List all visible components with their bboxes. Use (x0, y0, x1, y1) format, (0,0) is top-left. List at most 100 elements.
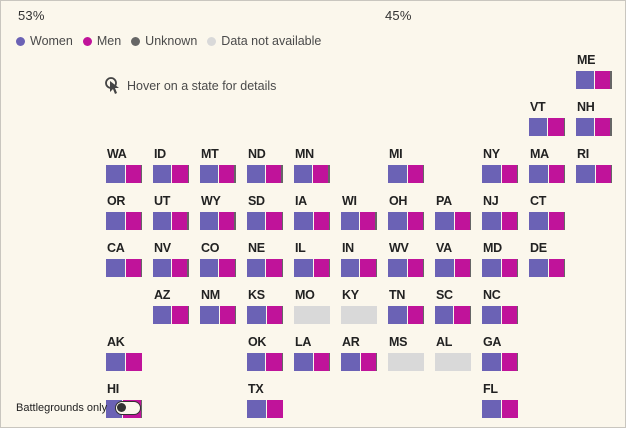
state-tile-ca[interactable]: CA (106, 241, 146, 281)
state-bar (576, 71, 612, 89)
state-tile-az[interactable]: AZ (153, 288, 193, 328)
state-tile-tn[interactable]: TN (388, 288, 428, 328)
state-abbr: FL (483, 382, 498, 396)
state-tile-nd[interactable]: ND (247, 147, 287, 187)
state-abbr: WA (107, 147, 127, 161)
state-tile-ar[interactable]: AR (341, 335, 381, 375)
state-tile-oh[interactable]: OH (388, 194, 428, 234)
bar-segment-women (529, 165, 548, 183)
bar-segment-women (106, 353, 125, 371)
state-tile-vt[interactable]: VT (529, 100, 569, 140)
state-abbr: GA (483, 335, 502, 349)
state-tile-sc[interactable]: SC (435, 288, 475, 328)
bar-segment-men (171, 306, 188, 324)
state-tile-wi[interactable]: WI (341, 194, 381, 234)
bar-segment-unknown (281, 306, 283, 324)
bar-segment-men (313, 212, 329, 230)
state-tile-or[interactable]: OR (106, 194, 146, 234)
state-abbr: TX (248, 382, 264, 396)
state-abbr: NH (577, 100, 595, 114)
state-tile-al[interactable]: AL (435, 335, 475, 375)
state-bar (294, 165, 330, 183)
state-tile-ny[interactable]: NY (482, 147, 522, 187)
state-tile-ri[interactable]: RI (576, 147, 616, 187)
state-abbr: CO (201, 241, 220, 255)
bar-segment-men (548, 165, 564, 183)
state-bar (200, 165, 236, 183)
state-tile-mn[interactable]: MN (294, 147, 334, 187)
legend-item-men: Men (82, 34, 121, 48)
state-bar (247, 306, 283, 324)
state-tile-va[interactable]: VA (435, 241, 475, 281)
bar-segment-unknown (611, 165, 613, 183)
bar-segment-women (435, 212, 454, 230)
bar-segment-unknown (328, 259, 330, 277)
state-tile-nj[interactable]: NJ (482, 194, 522, 234)
state-tile-ms[interactable]: MS (388, 335, 428, 375)
state-bar (482, 400, 518, 418)
battlegrounds-toggle[interactable] (115, 401, 142, 415)
bar-segment-unknown (469, 306, 471, 324)
state-tile-ma[interactable]: MA (529, 147, 569, 187)
state-tile-co[interactable]: CO (200, 241, 240, 281)
state-bar-na (435, 353, 471, 371)
state-tile-wv[interactable]: WV (388, 241, 428, 281)
state-tile-ut[interactable]: UT (153, 194, 193, 234)
state-tile-ne[interactable]: NE (247, 241, 287, 281)
state-tile-de[interactable]: DE (529, 241, 569, 281)
bar-segment-unknown (375, 353, 377, 371)
bar-segment-unknown (187, 165, 189, 183)
state-tile-la[interactable]: LA (294, 335, 334, 375)
state-tile-me[interactable]: ME (576, 53, 616, 93)
state-abbr: MA (530, 147, 549, 161)
bar-segment-unknown (328, 353, 330, 371)
state-tile-nv[interactable]: NV (153, 241, 193, 281)
state-tile-tx[interactable]: TX (247, 382, 287, 422)
state-tile-ct[interactable]: CT (529, 194, 569, 234)
state-tile-ok[interactable]: OK (247, 335, 287, 375)
state-bar (482, 306, 518, 324)
state-tile-pa[interactable]: PA (435, 194, 475, 234)
bar-segment-women (482, 353, 501, 371)
state-tile-sd[interactable]: SD (247, 194, 287, 234)
state-tile-nc[interactable]: NC (482, 288, 522, 328)
men-percent-label: 45% (385, 8, 412, 23)
state-tile-fl[interactable]: FL (482, 382, 522, 422)
state-tile-mt[interactable]: MT (200, 147, 240, 187)
state-tile-il[interactable]: IL (294, 241, 334, 281)
legend-item-unknown: Unknown (131, 34, 197, 48)
state-tile-ak[interactable]: AK (106, 335, 146, 375)
state-tile-wa[interactable]: WA (106, 147, 146, 187)
bar-segment-men (454, 259, 470, 277)
state-bar (576, 165, 613, 183)
state-bar (529, 118, 565, 136)
hover-hint-text: Hover on a state for details (127, 79, 277, 93)
bar-segment-men (594, 71, 611, 89)
state-tile-wy[interactable]: WY (200, 194, 240, 234)
state-tile-nh[interactable]: NH (576, 100, 616, 140)
bar-segment-men (501, 165, 517, 183)
state-tile-ia[interactable]: IA (294, 194, 334, 234)
bar-segment-women (482, 212, 501, 230)
state-bar (106, 353, 142, 371)
bar-segment-women (435, 259, 454, 277)
bar-segment-women (294, 165, 312, 183)
bar-segment-men (171, 259, 188, 277)
state-bar (435, 306, 471, 324)
state-abbr: AR (342, 335, 360, 349)
bar-segment-men (407, 165, 424, 183)
state-tile-nm[interactable]: NM (200, 288, 240, 328)
bar-segment-men (265, 259, 282, 277)
bar-segment-men (265, 165, 282, 183)
state-tile-md[interactable]: MD (482, 241, 522, 281)
bar-segment-unknown (281, 259, 283, 277)
state-abbr: MN (295, 147, 314, 161)
state-tile-mo[interactable]: MO (294, 288, 334, 328)
state-abbr: MS (389, 335, 408, 349)
state-tile-in[interactable]: IN (341, 241, 381, 281)
state-tile-ga[interactable]: GA (482, 335, 522, 375)
state-tile-ks[interactable]: KS (247, 288, 287, 328)
state-tile-id[interactable]: ID (153, 147, 193, 187)
state-tile-ky[interactable]: KY (341, 288, 381, 328)
state-tile-mi[interactable]: MI (388, 147, 428, 187)
